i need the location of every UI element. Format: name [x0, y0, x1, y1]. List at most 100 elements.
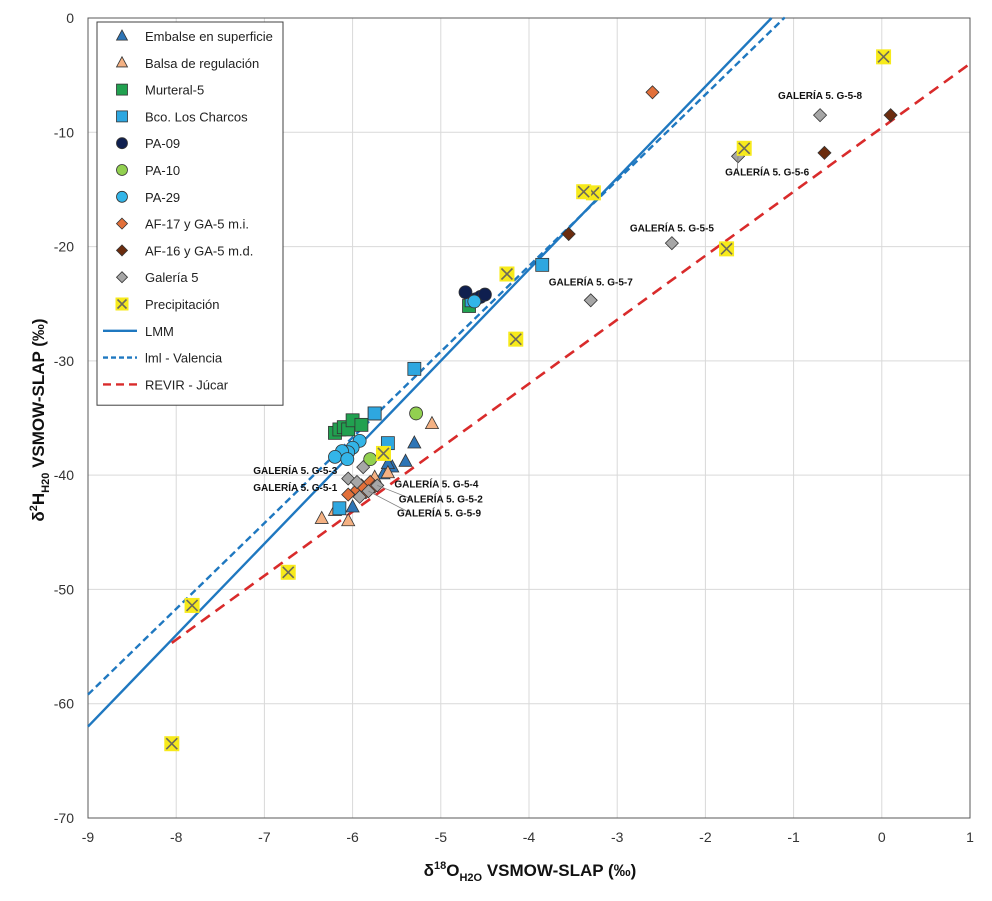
- annotation-label: GALERÍA 5. G-5-9: [397, 506, 482, 519]
- data-point: [345, 499, 360, 513]
- data-point: [280, 564, 296, 580]
- data-point: [576, 184, 592, 200]
- data-point: [398, 453, 413, 467]
- annotation-leader: [377, 485, 411, 499]
- legend-swatch: [115, 244, 129, 257]
- legend-label: Bco. Los Charcos: [145, 109, 248, 124]
- legend-swatch: [116, 137, 128, 150]
- x-tick-label: -7: [258, 829, 271, 845]
- legend-label: PA-09: [145, 136, 180, 151]
- legend-label: AF-16 y GA-5 m.d.: [145, 243, 253, 258]
- data-point: [719, 241, 735, 257]
- legend-label: PA-10: [145, 163, 180, 178]
- legend-swatch: [115, 55, 129, 68]
- annotation-label: GALERÍA 5. G-5-6: [725, 166, 810, 179]
- precip-marker-x: [282, 566, 295, 579]
- y-tick-label: -30: [54, 353, 74, 369]
- data-point: [645, 85, 660, 100]
- data-point: [354, 417, 369, 432]
- data-point: [535, 257, 550, 272]
- data-point: [407, 435, 422, 449]
- data-point: [561, 226, 576, 242]
- x-tick-label: -8: [170, 829, 183, 845]
- legend-label: AF-17 y GA-5 m.i.: [145, 217, 249, 232]
- annotation-leader: [368, 490, 410, 513]
- plot-area-frame: [87, 17, 971, 819]
- data-point: [736, 140, 752, 156]
- data-point: [352, 489, 367, 504]
- annotation-label: GALERÍA 5. G-5-8: [778, 89, 863, 102]
- legend-box: [96, 21, 284, 406]
- series-line: [87, 16, 786, 696]
- data-point: [184, 597, 200, 613]
- data-point: [407, 361, 422, 376]
- legend-label: Murteral-5: [145, 83, 204, 98]
- legend-label: REVIR - Júcar: [145, 377, 229, 392]
- x-tick-label: -3: [611, 829, 624, 845]
- legend-swatch: [116, 190, 128, 203]
- legend-label: Balsa de regulación: [145, 56, 259, 71]
- legend-swatch: [116, 110, 128, 123]
- legend-label: PA-29: [145, 190, 180, 205]
- series-line: [87, 17, 773, 728]
- data-point: [424, 415, 440, 429]
- annotation-label: GALERÍA 5. G-5-2: [399, 493, 484, 506]
- data-point: [356, 460, 371, 475]
- x-tick-label: -5: [435, 829, 448, 845]
- precip-marker-x: [186, 599, 199, 612]
- legend-swatch: [116, 83, 128, 96]
- legend-label: Galería 5: [145, 270, 198, 285]
- legend-label: LMM: [145, 324, 174, 339]
- legend-swatch: [115, 271, 129, 284]
- legend-swatch: [116, 164, 128, 176]
- data-point: [380, 464, 396, 479]
- annotation-label: GALERÍA 5. G-5-1: [253, 481, 338, 494]
- y-tick-label: -60: [54, 696, 74, 712]
- precip-marker-x: [509, 333, 522, 346]
- data-point: [367, 406, 382, 421]
- legend-label: Precipitación: [145, 297, 219, 312]
- data-point: [341, 512, 356, 527]
- data-point: [499, 266, 515, 282]
- x-tick-label: -9: [82, 829, 95, 845]
- x-axis-tick-labels: -9 -8 -7 -6 -5 -4 -3 -2 -1 0 1: [82, 829, 974, 845]
- y-tick-label: -70: [54, 810, 74, 826]
- annotation-label: GALERÍA 5. G-5-7: [549, 275, 634, 288]
- precip-marker-x: [116, 298, 128, 310]
- legend: Embalse en superficie Balsa de regulación…: [96, 21, 284, 406]
- precip-marker-x: [577, 185, 590, 198]
- y-axis-tick-labels: -70 -60 -50 -40 -30 -20 -10 0: [54, 10, 74, 826]
- annotation-label: GALERÍA 5. G-5-3: [253, 464, 338, 477]
- data-point: [409, 406, 424, 421]
- legend-label: Embalse en superficie: [145, 29, 273, 44]
- precip-marker-x: [500, 267, 514, 281]
- data-point: [664, 236, 679, 251]
- y-tick-label: -10: [54, 124, 74, 140]
- x-tick-label: -2: [699, 829, 712, 845]
- y-tick-label: -20: [54, 239, 74, 255]
- y-tick-label: -40: [54, 467, 74, 483]
- x-tick-label: -4: [523, 829, 536, 845]
- regression-lines: [87, 16, 971, 728]
- precip-marker-x: [720, 242, 733, 255]
- precip-marker-x: [165, 737, 178, 750]
- data-point: [817, 145, 832, 160]
- data-point: [332, 501, 347, 516]
- precip-marker-x: [377, 447, 390, 460]
- data-point: [812, 108, 828, 123]
- y-axis-title: δ2HH20 VSMOW-SLAP (‰): [28, 318, 52, 521]
- legend-swatch: [115, 217, 129, 230]
- precip-marker-x: [877, 50, 890, 63]
- y-tick-label: 0: [66, 10, 74, 26]
- data-point: [375, 445, 391, 461]
- y-tick-label: -50: [54, 581, 74, 597]
- data-point: [314, 510, 329, 524]
- annotation-label: GALERÍA 5. G-5-5: [630, 222, 715, 235]
- legend-label: lml - Valencia: [145, 351, 223, 366]
- x-tick-label: -6: [346, 829, 359, 845]
- data-point: [876, 49, 892, 65]
- data-points: [164, 49, 898, 752]
- x-tick-label: -1: [787, 829, 800, 845]
- data-point: [328, 449, 342, 464]
